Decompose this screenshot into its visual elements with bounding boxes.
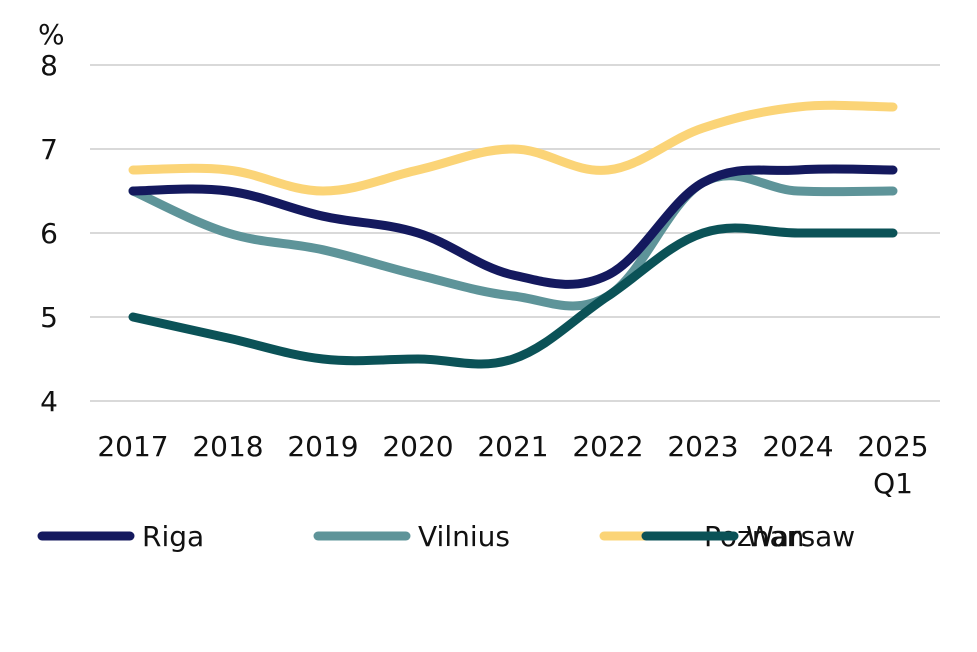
y-axis-unit-label: % <box>38 18 65 51</box>
legend-item-vilnius: Vilnius <box>313 520 510 553</box>
legend-item-riga: Riga <box>37 520 204 553</box>
legend-label: Warsaw <box>746 520 855 553</box>
x-tick-label: 2020 <box>382 430 453 463</box>
x-axis-ticks: 2017 2018 2019 2020 2021 2022 2023 2024 2025 Q1 <box>97 430 928 500</box>
x-tick-label: 2021 <box>477 430 548 463</box>
y-tick-label: 4 <box>40 385 58 418</box>
series-line-poznan <box>128 100 898 196</box>
legend-label: Riga <box>142 520 204 553</box>
x-tick-label: 2018 <box>192 430 263 463</box>
y-tick-label: 5 <box>40 301 58 334</box>
x-tick-label: Q1 <box>873 467 913 500</box>
x-tick-label: 2025 <box>857 430 928 463</box>
series-line-warsaw <box>128 223 898 369</box>
series-line-riga <box>128 164 898 289</box>
x-tick-label: 2023 <box>667 430 738 463</box>
series-line-vilnius <box>128 171 898 311</box>
legend-label: Vilnius <box>418 520 510 553</box>
x-tick-label: 2024 <box>762 430 833 463</box>
y-tick-label: 8 <box>40 49 58 82</box>
x-tick-label: 2019 <box>287 430 358 463</box>
legend-item-warsaw: Warsaw <box>641 520 855 553</box>
y-tick-label: 6 <box>40 217 58 250</box>
y-tick-label: 7 <box>40 133 58 166</box>
x-tick-label: 2022 <box>572 430 643 463</box>
y-axis-ticks: 4 5 6 7 8 <box>40 49 58 418</box>
series-lines <box>128 100 898 369</box>
x-tick-label: 2017 <box>97 430 168 463</box>
